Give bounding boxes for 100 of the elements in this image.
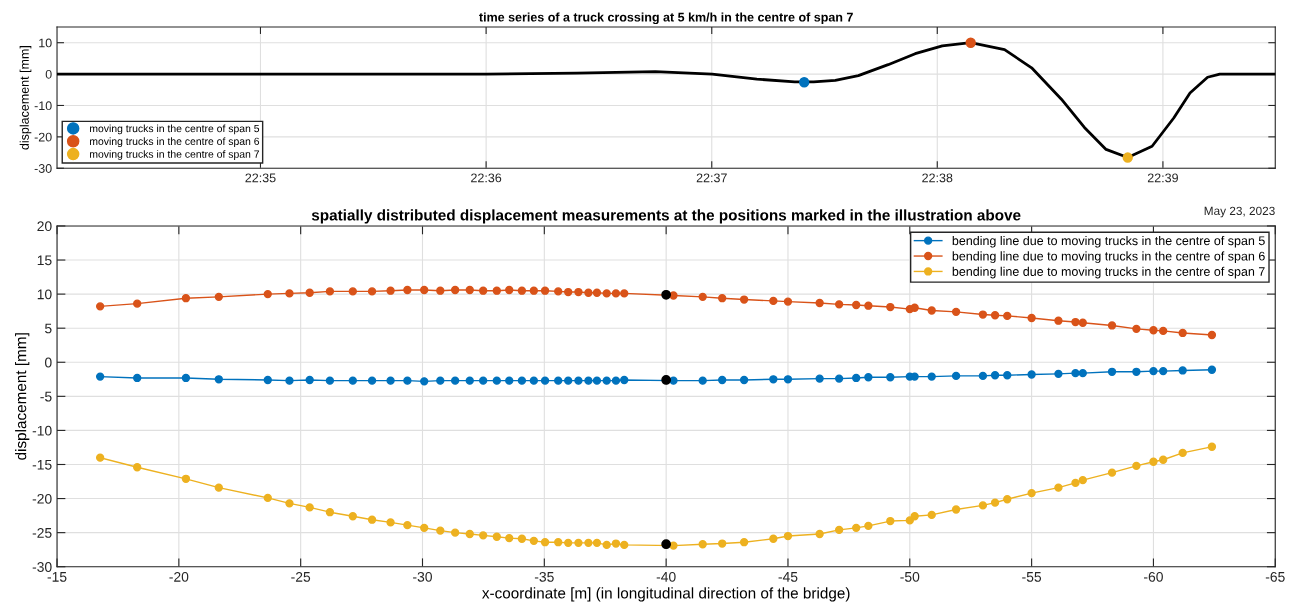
- point: [1027, 370, 1036, 379]
- point: [815, 374, 824, 383]
- point: [927, 306, 936, 315]
- point: [584, 538, 593, 548]
- point: [505, 533, 514, 543]
- point: [698, 376, 707, 385]
- point: [450, 285, 460, 295]
- point: [285, 376, 294, 385]
- y-tick-label: -10: [32, 425, 52, 436]
- point: [263, 289, 272, 299]
- x-tick-label: -55: [1022, 572, 1042, 582]
- point: [1054, 483, 1063, 492]
- point: [620, 289, 629, 298]
- y-tick-label: -20: [34, 132, 52, 142]
- legend-label: bending line due to moving trucks in the centre of span 7: [952, 266, 1265, 279]
- y-axis-title: displacement [mm]: [15, 333, 30, 460]
- point: [386, 376, 395, 385]
- point: [769, 534, 778, 543]
- point: [611, 289, 621, 298]
- x-tick-label: 22:39: [1147, 173, 1178, 183]
- x-tick-label: -45: [778, 572, 798, 582]
- legend-label: moving trucks in the centre of span 6: [90, 137, 260, 148]
- point: [1107, 367, 1117, 376]
- point: [990, 371, 1000, 380]
- point: [436, 286, 445, 295]
- y-tick-label: -30: [32, 562, 52, 572]
- y-axis-title: displacement [mm]: [19, 46, 32, 150]
- point: [263, 493, 272, 503]
- point: [367, 376, 377, 385]
- point: [564, 538, 573, 548]
- point: [1003, 495, 1012, 504]
- point: [739, 538, 749, 547]
- point: [478, 531, 488, 540]
- point: [367, 515, 377, 524]
- point: [285, 499, 294, 508]
- point: [815, 529, 824, 539]
- legend-label: bending line due to moving trucks in the centre of span 6: [952, 251, 1265, 264]
- point: [864, 521, 873, 530]
- point: [436, 376, 445, 385]
- point: [864, 301, 873, 310]
- point: [910, 512, 919, 521]
- x-tick-label: -30: [413, 571, 432, 582]
- x-tick-label: -20: [169, 571, 189, 582]
- point: [325, 508, 335, 517]
- point: [1207, 330, 1217, 340]
- y-tick-label: 15: [37, 255, 52, 266]
- y-tick-label: 20: [37, 221, 52, 232]
- point: [465, 529, 474, 539]
- point: [348, 376, 357, 385]
- x-tick-label: -60: [1144, 571, 1163, 582]
- point: [1132, 461, 1141, 471]
- point: [529, 376, 539, 385]
- point: [95, 453, 105, 462]
- point: [661, 289, 672, 300]
- point: [834, 300, 844, 309]
- point: [181, 474, 191, 483]
- point: [263, 375, 272, 385]
- point: [886, 516, 895, 526]
- x-tick-label: -65: [1265, 571, 1285, 582]
- point: [1071, 368, 1080, 378]
- point: [1178, 448, 1187, 458]
- point: [436, 526, 445, 535]
- point: [978, 371, 988, 381]
- point: [133, 463, 142, 472]
- x-tick-label: -50: [900, 571, 920, 582]
- point: [815, 298, 824, 308]
- point: [718, 294, 727, 303]
- point: [1149, 366, 1158, 376]
- point: [927, 510, 936, 520]
- point: [505, 376, 514, 385]
- point: [285, 289, 294, 298]
- point: [739, 295, 749, 304]
- point: [133, 373, 142, 383]
- y-tick-label: 0: [44, 357, 52, 368]
- point: [505, 285, 514, 295]
- point: [420, 523, 429, 533]
- y-tick-label: -25: [32, 527, 52, 538]
- point: [305, 503, 314, 512]
- point: [478, 286, 488, 295]
- legend-label: bending line due to moving trucks in the centre of span 5: [952, 235, 1265, 248]
- point: [661, 539, 672, 550]
- point: [783, 375, 793, 384]
- point: [602, 376, 611, 385]
- point: [910, 303, 919, 312]
- x-tick-label: 22:38: [922, 173, 953, 183]
- point: [864, 373, 873, 382]
- y-tick-label: 5: [44, 323, 52, 334]
- point: [718, 539, 727, 548]
- point: [181, 373, 191, 383]
- point: [1159, 455, 1168, 464]
- point: [1027, 313, 1036, 323]
- point: [698, 540, 707, 549]
- point: [852, 300, 861, 310]
- y-tick-label: -20: [32, 493, 52, 504]
- point: [420, 377, 429, 386]
- point: [799, 77, 810, 88]
- point: [620, 375, 629, 385]
- point: [1159, 326, 1168, 336]
- point: [834, 374, 844, 383]
- point: [574, 538, 583, 548]
